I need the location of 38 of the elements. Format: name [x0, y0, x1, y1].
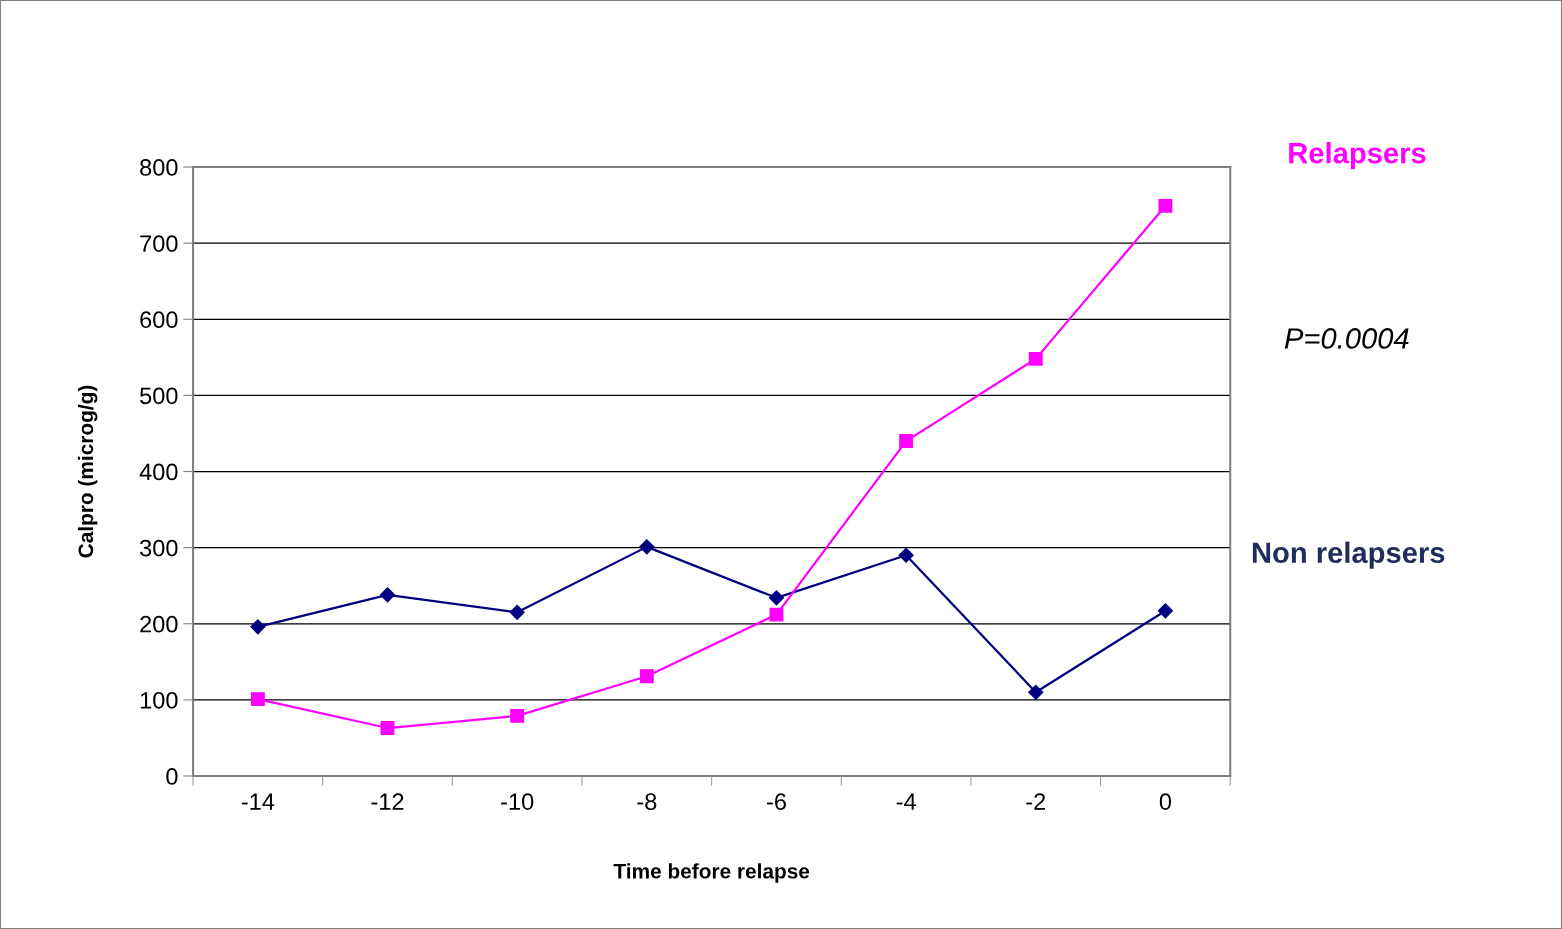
x-axis-title: Time before relapse [613, 863, 810, 883]
x-tick-label: 0 [1159, 793, 1172, 810]
y-axis-title: Calpro (microg/g) [77, 385, 98, 558]
x-tick-label: -10 [501, 793, 534, 810]
text: P=0.0004 [1284, 328, 1409, 349]
point [898, 547, 914, 563]
point [768, 590, 785, 606]
y-tick-label: 100 [140, 691, 178, 709]
y-tick-label: 0 [166, 768, 178, 785]
point [1028, 351, 1043, 366]
text: Relapsers [1289, 142, 1426, 170]
x-tick-label: -2 [1026, 793, 1046, 810]
point [1158, 198, 1173, 213]
text: Non relapsers [1252, 541, 1445, 569]
point [509, 604, 525, 620]
point [380, 721, 395, 735]
y-tick-label: 700 [140, 235, 178, 252]
point [769, 607, 784, 622]
y-tick-label: 300 [139, 539, 178, 557]
point [639, 669, 654, 684]
x-tick-label: -4 [896, 793, 916, 810]
y-tick-label: 600 [140, 311, 178, 329]
point [899, 434, 914, 449]
point [250, 692, 265, 707]
point [510, 708, 525, 723]
point [250, 619, 266, 635]
x-tick-label: -8 [637, 793, 657, 810]
point [379, 587, 396, 603]
x-tick-label: -12 [371, 793, 404, 810]
x-tick-label: -14 [241, 793, 275, 810]
y-tick-label: 200 [140, 615, 178, 633]
point [1028, 684, 1044, 700]
point [1157, 603, 1173, 619]
x-tick-label: -6 [767, 793, 786, 810]
y-tick-label: 800 [140, 159, 178, 176]
y-tick-label: 500 [140, 387, 178, 405]
point [639, 539, 655, 555]
y-tick-label: 400 [139, 463, 178, 481]
